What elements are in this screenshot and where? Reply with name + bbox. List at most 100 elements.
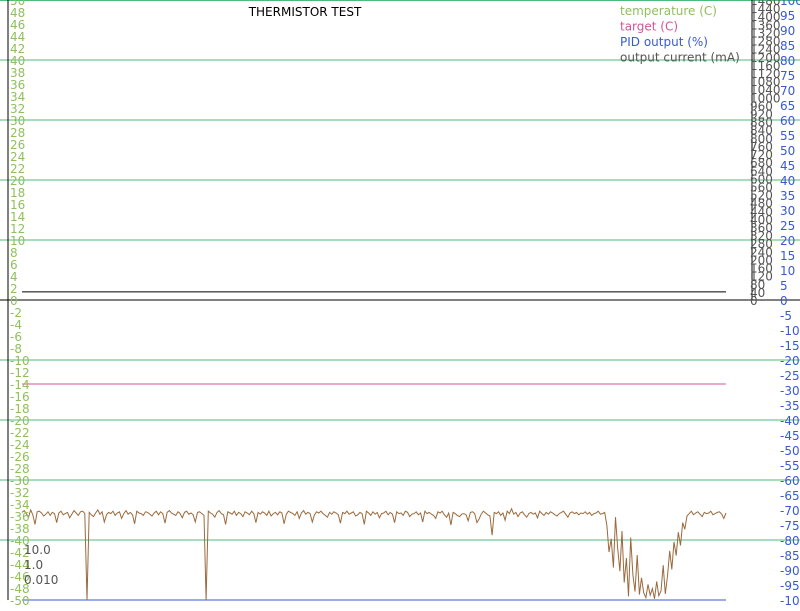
temperature-tick-label: 36 — [10, 78, 25, 92]
temperature-tick-label: -42 — [10, 546, 30, 560]
current-tick-label: 1200 — [750, 51, 781, 65]
temperature-tick-label: 2 — [10, 282, 18, 296]
legend-entry: output current (mA) — [620, 51, 740, 65]
pid-tick-label: -35 — [780, 399, 800, 413]
temperature-tick-label: 8 — [10, 246, 18, 260]
temperature-tick-label: -14 — [10, 378, 30, 392]
current-tick-label: 760 — [750, 140, 773, 154]
current-tick-label: 320 — [750, 229, 773, 243]
gain-label: 0.010 — [24, 573, 58, 587]
current-tick-label: 280 — [750, 237, 773, 251]
temperature-tick-label: 16 — [10, 198, 25, 212]
temperature-tick-label: 18 — [10, 186, 25, 200]
current-tick-label: 840 — [750, 124, 773, 138]
pid-tick-label: -20 — [780, 354, 800, 368]
temperature-tick-label: 30 — [10, 114, 25, 128]
current-tick-label: 40 — [750, 286, 765, 300]
series-temperature-c — [21, 507, 727, 601]
temperature-tick-label: -24 — [10, 438, 30, 452]
temperature-tick-label: 26 — [10, 138, 25, 152]
temperature-tick-label: 40 — [10, 54, 25, 68]
chart-title: THERMISTOR TEST — [248, 5, 362, 19]
temperature-tick-label: 6 — [10, 258, 18, 272]
temperature-tick-label: -50 — [10, 594, 30, 608]
temperature-tick-label: -16 — [10, 390, 30, 404]
pid-tick-label: -65 — [780, 489, 800, 503]
current-tick-label: 1040 — [750, 83, 781, 97]
temperature-tick-label: 20 — [10, 174, 25, 188]
temperature-tick-label: -22 — [10, 426, 30, 440]
pid-tick-label: 55 — [780, 129, 795, 143]
temperature-tick-label: -20 — [10, 414, 30, 428]
temperature-tick-label: 10 — [10, 234, 25, 248]
temperature-tick-label: 24 — [10, 150, 25, 164]
pid-tick-label: -45 — [780, 429, 800, 443]
current-tick-label: 80 — [750, 278, 765, 292]
pid-tick-label: -40 — [780, 414, 800, 428]
pid-tick-label: 25 — [780, 219, 795, 233]
current-tick-label: 1240 — [750, 43, 781, 57]
pid-tick-label: -85 — [780, 549, 800, 563]
current-tick-label: 1120 — [750, 67, 781, 81]
temperature-tick-label: 0 — [10, 294, 18, 308]
current-tick-label: 1280 — [750, 35, 781, 49]
gain-label: 10.0 — [24, 543, 51, 557]
current-tick-label: 160 — [750, 262, 773, 276]
pid-tick-label: 80 — [780, 54, 795, 68]
temperature-tick-label: -40 — [10, 534, 30, 548]
pid-tick-label: -90 — [780, 564, 800, 578]
legend-entry: PID output (%) — [620, 35, 708, 49]
temperature-tick-label: 32 — [10, 102, 25, 116]
temperature-tick-label: -48 — [10, 582, 30, 596]
current-tick-label: 1400 — [750, 10, 781, 24]
pid-tick-label: -70 — [780, 504, 800, 518]
current-tick-label: 880 — [750, 116, 773, 130]
temperature-tick-label: 4 — [10, 270, 18, 284]
temperature-tick-label: 22 — [10, 162, 25, 176]
temperature-tick-label: -10 — [10, 354, 30, 368]
temperature-tick-label: -6 — [10, 330, 22, 344]
current-tick-label: 400 — [750, 213, 773, 227]
pid-tick-label: -55 — [780, 459, 800, 473]
pid-tick-label: 60 — [780, 114, 795, 128]
temperature-tick-label: -8 — [10, 342, 22, 356]
temperature-tick-label: 48 — [10, 6, 25, 20]
pid-tick-label: -50 — [780, 444, 800, 458]
temperature-tick-label: -4 — [10, 318, 22, 332]
temperature-tick-label: 34 — [10, 90, 25, 104]
current-tick-label: 1000 — [750, 91, 781, 105]
current-tick-label: 360 — [750, 221, 773, 235]
pid-tick-label: 45 — [780, 159, 795, 173]
pid-tick-label: 85 — [780, 39, 795, 53]
current-tick-label: 1080 — [750, 75, 781, 89]
series-layer — [21, 291, 727, 601]
pid-tick-label: 20 — [780, 234, 795, 248]
temperature-tick-label: 12 — [10, 222, 25, 236]
pid-tick-label: 5 — [780, 279, 788, 293]
current-tick-label: 560 — [750, 180, 773, 194]
temperature-tick-label: -32 — [10, 486, 30, 500]
temperature-tick-label: 28 — [10, 126, 25, 140]
temperature-tick-label: -18 — [10, 402, 30, 416]
temperature-tick-label: -28 — [10, 462, 30, 476]
gain-label: 1.0 — [24, 558, 43, 572]
current-tick-label: 520 — [750, 189, 773, 203]
current-tick-label: 480 — [750, 197, 773, 211]
current-tick-label: 1320 — [750, 26, 781, 40]
pid-tick-label: 30 — [780, 204, 795, 218]
pid-tick-label: 15 — [780, 249, 795, 263]
current-tick-label: 960 — [750, 99, 773, 113]
current-tick-label: 1440 — [750, 2, 781, 16]
pid-tick-label: -30 — [780, 384, 800, 398]
current-tick-label: 920 — [750, 108, 773, 122]
temperature-tick-label: -34 — [10, 498, 30, 512]
legend: temperature (C) target (C)PID output (%) o… — [620, 4, 740, 65]
temperature-tick-label: 46 — [10, 18, 25, 32]
pid-tick-label: 50 — [780, 144, 795, 158]
temperature-tick-label: -2 — [10, 306, 22, 320]
current-tick-label: 640 — [750, 164, 773, 178]
current-tick-label: 800 — [750, 132, 773, 146]
temperature-tick-label: -36 — [10, 510, 30, 524]
pid-tick-label: -95 — [780, 579, 800, 593]
